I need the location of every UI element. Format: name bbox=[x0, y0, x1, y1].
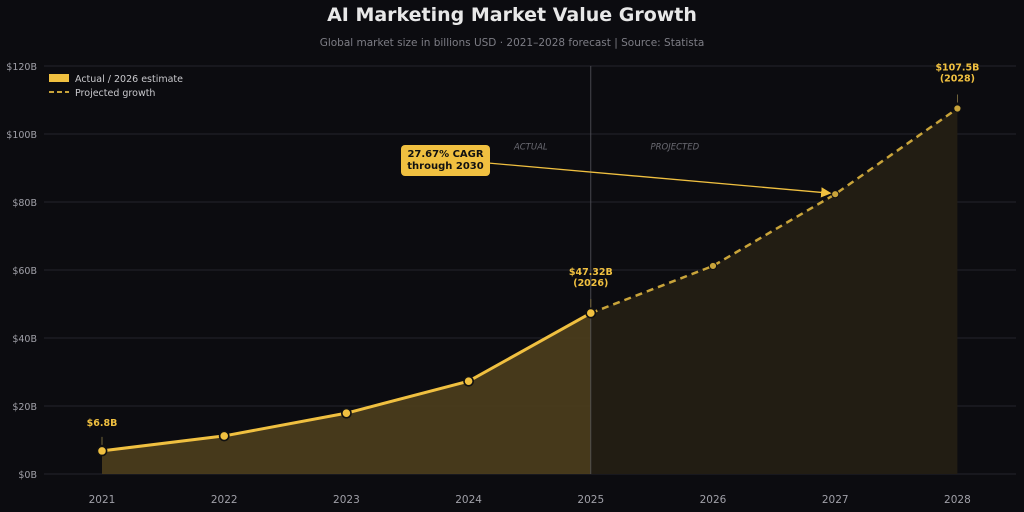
actual-point bbox=[340, 407, 352, 419]
callout-label-sub: through 2030 bbox=[407, 161, 483, 172]
y-tick-label: $120B bbox=[6, 62, 37, 73]
actual-point bbox=[218, 430, 230, 442]
actual-point bbox=[96, 445, 108, 457]
projected-line bbox=[590, 107, 959, 315]
point-label: $107.5B bbox=[935, 63, 979, 74]
point-label-sub: (2028) bbox=[940, 74, 975, 85]
legend-label-projected: Projected growth bbox=[75, 88, 155, 99]
y-tick-label: $100B bbox=[6, 130, 37, 141]
chart-subtitle: Global market size in billions USD · 202… bbox=[319, 37, 705, 49]
region-label-projected: PROJECTED bbox=[650, 142, 699, 152]
point-label: $6.8B bbox=[87, 418, 118, 429]
legend-swatch-actual bbox=[49, 74, 69, 82]
projected-area bbox=[590, 108, 958, 474]
legend-label-actual: Actual / 2026 estimate bbox=[75, 74, 183, 85]
y-tick-label: $0B bbox=[18, 470, 37, 481]
callout-box bbox=[401, 145, 490, 176]
x-tick-label: 2022 bbox=[211, 494, 238, 506]
x-tick-label: 2023 bbox=[333, 494, 360, 506]
point-label-sub: (2026) bbox=[573, 278, 608, 289]
y-tick-label: $80B bbox=[12, 198, 37, 209]
callout-label: 27.67% CAGR bbox=[407, 149, 483, 160]
x-tick-label: 2027 bbox=[822, 494, 849, 506]
projected-point bbox=[708, 261, 718, 271]
y-tick-label: $60B bbox=[12, 266, 37, 277]
legend: Actual / 2026 estimate Projected growth bbox=[49, 74, 183, 99]
x-tick-label: 2028 bbox=[944, 494, 971, 506]
projected-point bbox=[953, 104, 962, 113]
chart-title: AI Marketing Market Value Growth bbox=[327, 4, 697, 26]
actual-point bbox=[585, 307, 597, 319]
actual-area bbox=[102, 313, 591, 474]
x-tick-label: 2026 bbox=[700, 494, 727, 506]
region-label-actual: ACTUAL bbox=[513, 142, 548, 152]
y-tick-label: $20B bbox=[12, 402, 37, 413]
x-tick-label: 2021 bbox=[89, 494, 116, 506]
y-tick-label: $40B bbox=[12, 334, 37, 345]
point-label: $47.32B bbox=[569, 267, 613, 278]
x-tick-label: 2024 bbox=[455, 494, 482, 506]
callout-arrow bbox=[487, 162, 832, 198]
actual-point bbox=[463, 375, 474, 387]
x-tick-label: 2025 bbox=[577, 494, 604, 506]
projected-point bbox=[831, 190, 840, 199]
